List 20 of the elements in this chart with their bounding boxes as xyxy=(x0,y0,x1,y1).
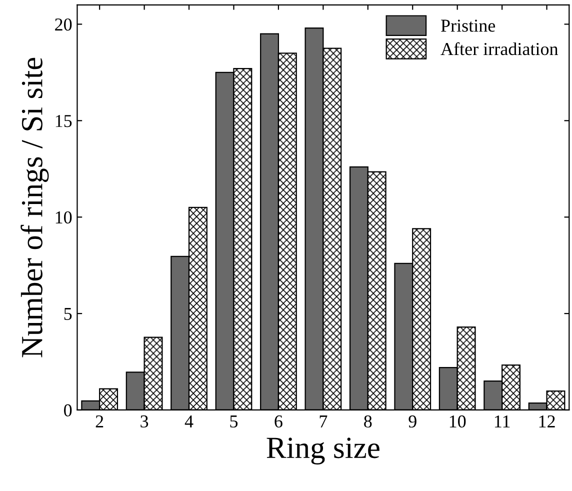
y-tick-label: 5 xyxy=(64,308,72,320)
legend-label: After irradiation xyxy=(440,42,558,56)
x-tick-label: 5 xyxy=(230,416,238,428)
legend-label: Pristine xyxy=(441,20,496,32)
x-tick-label: 6 xyxy=(274,415,282,428)
x-tick-label: 3 xyxy=(140,415,148,428)
x-tick-label: 11 xyxy=(494,415,510,428)
x-tick-label: 4 xyxy=(184,415,194,428)
x-tick-label: 8 xyxy=(364,415,372,428)
y-tick-label: 20 xyxy=(55,18,72,31)
x-tick-label: 10 xyxy=(450,415,466,428)
x-tick-label: 7 xyxy=(320,416,328,428)
y-axis-title: Number of rings / Si site xyxy=(20,58,49,358)
y-tick-label: 15 xyxy=(56,114,72,128)
x-tick-label: 2 xyxy=(96,415,104,428)
x-axis-title: Ring size xyxy=(266,438,380,464)
x-tick-label: 9 xyxy=(408,415,416,428)
y-tick-label: 0 xyxy=(64,404,72,416)
y-tick-label: 10 xyxy=(56,211,72,224)
x-tick-label: 12 xyxy=(539,415,555,428)
